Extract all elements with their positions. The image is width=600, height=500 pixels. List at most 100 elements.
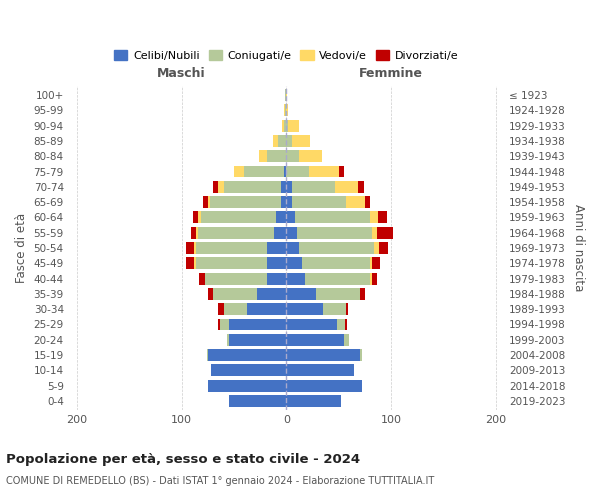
Bar <box>323 303 346 315</box>
Bar <box>370 258 372 270</box>
Bar <box>220 318 229 330</box>
Bar <box>286 272 305 284</box>
Bar <box>286 166 310 177</box>
Bar <box>286 196 292 208</box>
Bar <box>292 181 335 193</box>
Bar <box>286 104 289 117</box>
Bar <box>346 196 365 208</box>
Bar <box>218 318 220 330</box>
Bar <box>199 226 274 238</box>
Bar <box>286 258 302 270</box>
Bar <box>292 196 346 208</box>
Bar <box>207 349 208 361</box>
Bar <box>284 120 286 132</box>
Bar <box>276 212 286 224</box>
Bar <box>285 104 286 117</box>
Bar <box>186 242 194 254</box>
Bar <box>337 318 345 330</box>
Bar <box>191 226 196 238</box>
Bar <box>302 258 370 270</box>
Bar <box>286 364 355 376</box>
Bar <box>379 242 388 254</box>
Bar <box>196 242 268 254</box>
Bar <box>286 349 359 361</box>
Bar <box>295 212 370 224</box>
Bar <box>286 135 292 147</box>
Bar <box>211 364 286 376</box>
Bar <box>224 303 247 315</box>
Bar <box>234 166 244 177</box>
Text: Popolazione per età, sesso e stato civile - 2024: Popolazione per età, sesso e stato civil… <box>6 452 360 466</box>
Bar <box>286 150 299 162</box>
Y-axis label: Anni di nascita: Anni di nascita <box>572 204 585 292</box>
Bar <box>286 303 323 315</box>
Bar <box>286 380 362 392</box>
Bar <box>289 120 299 132</box>
Bar <box>346 303 348 315</box>
Bar <box>208 196 210 208</box>
Bar <box>359 288 365 300</box>
Bar <box>370 212 379 224</box>
Bar <box>229 318 286 330</box>
Bar <box>193 212 199 224</box>
Bar <box>257 288 286 300</box>
Bar <box>292 135 310 147</box>
Bar <box>218 181 224 193</box>
Bar <box>194 258 196 270</box>
Bar <box>310 166 338 177</box>
Bar <box>196 226 199 238</box>
Bar <box>284 166 286 177</box>
Bar <box>194 242 196 254</box>
Bar <box>281 181 286 193</box>
Bar <box>338 166 344 177</box>
Text: COMUNE DI REMEDELLO (BS) - Dati ISTAT 1° gennaio 2024 - Elaborazione TUTTITALIA.: COMUNE DI REMEDELLO (BS) - Dati ISTAT 1°… <box>6 476 434 486</box>
Bar <box>200 212 276 224</box>
Bar <box>196 258 268 270</box>
Bar <box>268 272 286 284</box>
Bar <box>297 226 372 238</box>
Bar <box>286 242 299 254</box>
Bar <box>286 181 292 193</box>
Bar <box>259 150 268 162</box>
Bar <box>210 196 281 208</box>
Bar <box>208 349 286 361</box>
Bar <box>344 334 349 345</box>
Bar <box>224 181 281 193</box>
Legend: Celibi/Nubili, Coniugati/e, Vedovi/e, Divorziati/e: Celibi/Nubili, Coniugati/e, Vedovi/e, Di… <box>110 46 463 66</box>
Bar <box>359 349 362 361</box>
Bar <box>278 135 286 147</box>
Bar <box>186 258 194 270</box>
Y-axis label: Fasce di età: Fasce di età <box>15 213 28 283</box>
Bar <box>205 272 268 284</box>
Bar <box>377 226 393 238</box>
Bar <box>299 150 322 162</box>
Bar <box>268 258 286 270</box>
Bar <box>282 120 284 132</box>
Bar <box>227 334 229 345</box>
Bar <box>372 226 377 238</box>
Bar <box>213 288 257 300</box>
Bar <box>379 212 387 224</box>
Bar <box>284 104 285 117</box>
Bar <box>286 89 287 101</box>
Bar <box>268 150 286 162</box>
Bar <box>286 395 341 407</box>
Bar <box>285 89 286 101</box>
Bar <box>286 226 297 238</box>
Bar <box>358 181 364 193</box>
Bar <box>286 318 337 330</box>
Bar <box>281 196 286 208</box>
Bar <box>218 303 224 315</box>
Bar <box>305 272 370 284</box>
Bar <box>335 181 358 193</box>
Bar <box>374 242 379 254</box>
Bar <box>365 196 370 208</box>
Bar <box>372 258 380 270</box>
Bar <box>229 334 286 345</box>
Bar <box>372 272 377 284</box>
Bar <box>345 318 347 330</box>
Bar <box>208 288 213 300</box>
Bar <box>199 212 200 224</box>
Bar <box>203 196 208 208</box>
Bar <box>299 242 374 254</box>
